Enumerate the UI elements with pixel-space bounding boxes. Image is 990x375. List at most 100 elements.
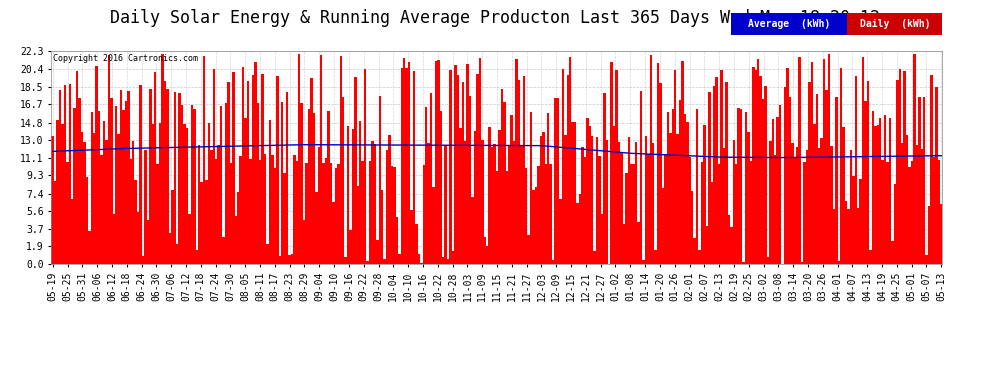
Bar bbox=[723, 148, 726, 264]
Bar bbox=[633, 164, 635, 264]
Bar bbox=[345, 257, 346, 264]
Bar bbox=[254, 62, 256, 264]
Bar bbox=[501, 89, 503, 264]
Bar bbox=[469, 96, 471, 264]
Bar bbox=[647, 153, 649, 264]
Bar bbox=[245, 118, 247, 264]
Bar bbox=[576, 203, 579, 264]
Bar bbox=[318, 147, 320, 264]
Bar bbox=[774, 154, 776, 264]
Bar bbox=[168, 233, 171, 264]
Bar bbox=[571, 122, 574, 264]
Bar bbox=[93, 133, 95, 264]
Bar bbox=[933, 157, 936, 264]
Bar bbox=[479, 58, 481, 264]
Bar bbox=[706, 226, 708, 264]
Bar bbox=[896, 80, 899, 264]
Bar bbox=[701, 162, 703, 264]
Bar bbox=[635, 142, 638, 264]
Bar bbox=[81, 132, 83, 264]
Bar bbox=[240, 156, 242, 264]
Bar bbox=[113, 214, 115, 264]
Bar bbox=[464, 141, 466, 264]
Bar bbox=[364, 69, 366, 264]
Bar bbox=[784, 87, 786, 264]
Bar bbox=[876, 124, 879, 264]
Bar bbox=[371, 141, 373, 264]
Bar bbox=[308, 109, 310, 264]
Bar bbox=[342, 97, 345, 264]
Bar bbox=[396, 216, 398, 264]
Bar bbox=[596, 137, 598, 264]
Bar bbox=[518, 80, 520, 264]
Bar bbox=[581, 147, 584, 264]
Bar bbox=[228, 82, 230, 264]
Bar bbox=[813, 124, 816, 264]
Bar bbox=[242, 67, 245, 264]
Bar bbox=[551, 260, 554, 264]
Bar bbox=[359, 122, 361, 264]
Bar bbox=[618, 142, 621, 264]
Bar bbox=[320, 55, 323, 264]
Bar bbox=[100, 155, 103, 264]
Bar bbox=[749, 160, 752, 264]
Bar bbox=[493, 144, 496, 264]
Bar bbox=[188, 214, 191, 264]
Bar bbox=[591, 136, 593, 264]
Bar bbox=[728, 215, 730, 264]
Bar bbox=[844, 201, 847, 264]
Bar bbox=[752, 67, 754, 264]
Bar bbox=[616, 70, 618, 264]
Bar bbox=[894, 184, 896, 264]
Bar bbox=[356, 186, 359, 264]
Bar bbox=[908, 167, 911, 264]
Bar bbox=[840, 68, 842, 264]
Bar bbox=[711, 182, 713, 264]
Bar bbox=[884, 115, 886, 264]
Bar bbox=[310, 78, 313, 264]
Bar bbox=[786, 68, 789, 264]
Bar bbox=[923, 97, 926, 264]
Bar bbox=[847, 209, 849, 264]
Bar bbox=[127, 91, 130, 264]
Bar bbox=[696, 108, 698, 264]
Bar bbox=[559, 199, 561, 264]
Bar bbox=[156, 164, 158, 264]
Bar bbox=[654, 250, 657, 264]
Bar bbox=[386, 150, 388, 264]
Bar bbox=[681, 62, 684, 264]
Bar bbox=[86, 177, 88, 264]
Bar bbox=[230, 163, 232, 264]
Bar bbox=[125, 101, 127, 264]
Bar bbox=[433, 187, 435, 264]
Bar bbox=[158, 123, 161, 264]
Bar bbox=[938, 160, 940, 264]
Bar bbox=[276, 76, 278, 264]
Bar bbox=[513, 141, 515, 264]
Bar bbox=[661, 188, 664, 264]
Bar bbox=[811, 62, 813, 264]
Bar bbox=[721, 70, 723, 264]
Bar bbox=[488, 127, 491, 264]
Bar bbox=[926, 255, 928, 264]
Bar bbox=[854, 75, 857, 264]
Bar bbox=[181, 105, 183, 264]
Bar bbox=[105, 140, 108, 264]
Bar bbox=[401, 69, 403, 264]
Bar bbox=[794, 157, 796, 264]
Bar bbox=[838, 261, 840, 264]
Bar bbox=[456, 75, 459, 264]
Bar bbox=[63, 85, 66, 264]
Bar bbox=[921, 149, 923, 264]
Bar bbox=[747, 132, 749, 264]
Bar bbox=[601, 214, 603, 264]
Bar bbox=[849, 150, 852, 264]
Bar bbox=[440, 111, 443, 264]
Bar bbox=[754, 70, 757, 264]
Bar bbox=[762, 99, 764, 264]
Bar bbox=[425, 106, 428, 264]
Bar bbox=[120, 90, 123, 264]
Bar bbox=[916, 145, 918, 264]
Bar bbox=[852, 176, 854, 264]
Bar bbox=[733, 140, 735, 264]
